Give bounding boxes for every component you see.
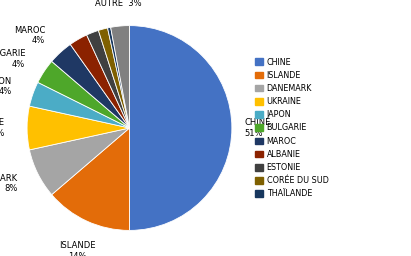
- Wedge shape: [111, 26, 129, 128]
- Wedge shape: [52, 45, 129, 128]
- Wedge shape: [38, 61, 129, 128]
- Text: CHINE
51%: CHINE 51%: [244, 118, 270, 138]
- Wedge shape: [30, 128, 129, 195]
- Text: DANEMARK
8%: DANEMARK 8%: [0, 174, 18, 193]
- Wedge shape: [70, 35, 129, 128]
- Text: JAPON
4%: JAPON 4%: [0, 77, 12, 96]
- Text: ISLANDE
14%: ISLANDE 14%: [59, 241, 95, 256]
- Legend: CHINE, ISLANDE, DANEMARK, UKRAINE, JAPON, BULGARIE, MAROC, ALBANIE, ESTONIE, COR: CHINE, ISLANDE, DANEMARK, UKRAINE, JAPON…: [255, 58, 328, 198]
- Text: UKRAINE
7%: UKRAINE 7%: [0, 118, 5, 138]
- Wedge shape: [52, 128, 129, 230]
- Wedge shape: [87, 30, 129, 128]
- Text: AUTRE  3%: AUTRE 3%: [95, 0, 142, 8]
- Text: BULGARIE
4%: BULGARIE 4%: [0, 49, 25, 69]
- Text: MAROC
4%: MAROC 4%: [14, 26, 45, 45]
- Wedge shape: [27, 106, 129, 150]
- Wedge shape: [129, 26, 232, 230]
- Wedge shape: [108, 27, 129, 128]
- Wedge shape: [98, 28, 129, 128]
- Wedge shape: [30, 82, 129, 128]
